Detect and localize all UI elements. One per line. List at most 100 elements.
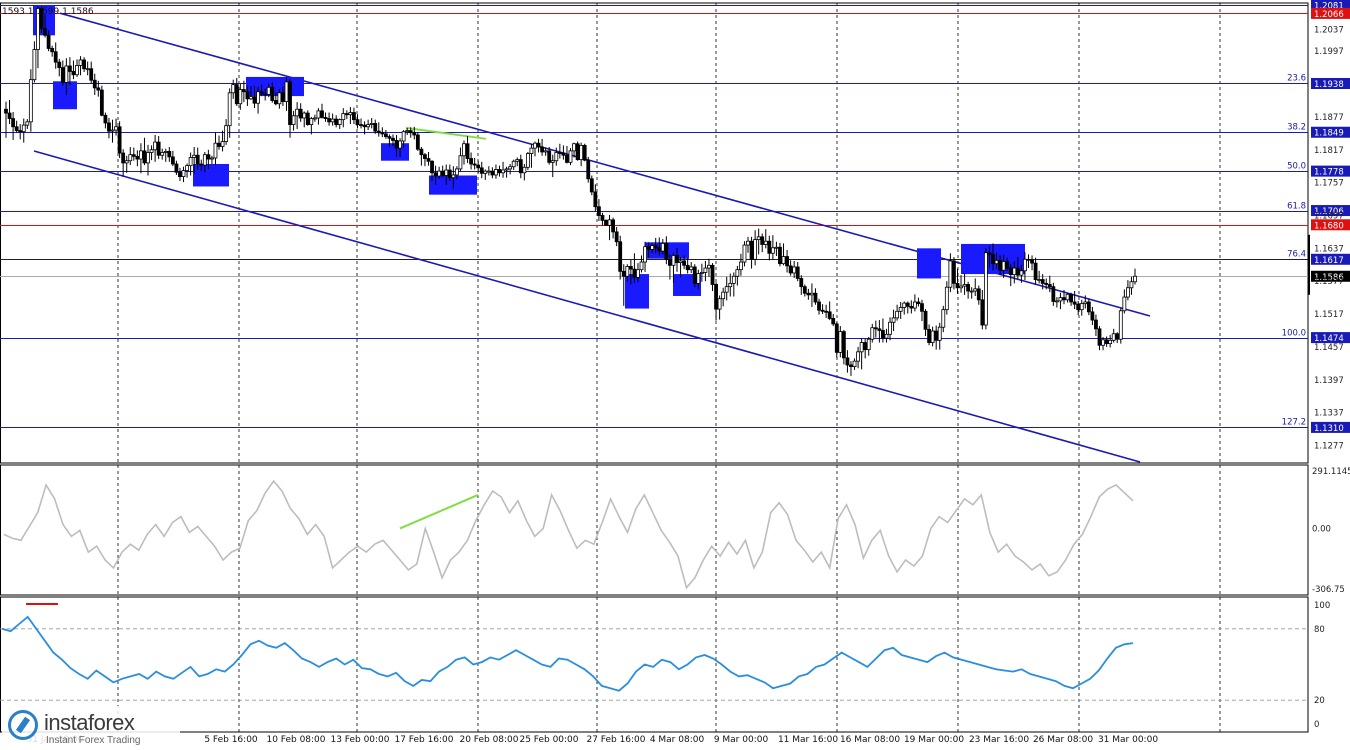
candle-body <box>533 142 537 149</box>
candle-body <box>291 115 296 125</box>
time-label: 5 Feb 16:00 <box>204 735 258 745</box>
candle-body <box>202 154 207 166</box>
candle-body <box>987 252 992 255</box>
fibo-label-100.0: 100.0 <box>1282 329 1306 339</box>
ohlc-header: 1593 1.1599 1.1586 <box>2 7 94 17</box>
candle-body <box>909 305 914 309</box>
candle-body <box>859 342 864 353</box>
panel-frame-2 <box>0 464 1309 596</box>
candle-body <box>589 178 594 193</box>
candle-body <box>199 163 204 166</box>
candle-body <box>831 318 836 325</box>
candle-body <box>369 123 374 125</box>
candle-body <box>568 150 573 163</box>
candle-body <box>731 275 736 284</box>
candle-body <box>1047 284 1052 288</box>
candle-body <box>660 243 665 252</box>
candle-body <box>930 330 935 343</box>
candle-body <box>852 360 857 368</box>
fibo-label-127.2: 127.2 <box>1282 418 1306 428</box>
candle-body <box>68 65 72 72</box>
candle-body <box>128 154 133 162</box>
candle-body <box>50 48 55 53</box>
candle-body <box>785 256 789 267</box>
candle-body <box>959 285 963 289</box>
candle-body <box>675 255 679 263</box>
level-tag-text: 1.2066 <box>1314 10 1344 20</box>
candle-body <box>490 170 495 176</box>
candle-body <box>302 112 307 119</box>
candle-body <box>1023 258 1027 272</box>
candle-body <box>1094 319 1098 330</box>
candle-body <box>657 247 662 252</box>
candle-body <box>934 330 939 341</box>
horizontal-levels: 23.6 38.2 50.0 61.8 76.4 100.0 127.2 <box>0 5 1308 428</box>
candle-body <box>341 113 346 121</box>
time-label: 23 Mar 16:00 <box>969 735 1029 745</box>
candle-body <box>415 134 420 150</box>
candle-body <box>1125 287 1130 298</box>
candle-body <box>586 159 591 180</box>
channel-lower-line <box>33 150 1141 463</box>
candle-body <box>39 8 44 30</box>
price-tick: 1.1457 <box>1314 343 1344 353</box>
time-label: 9 Mar 00:00 <box>714 735 769 745</box>
candle-body <box>895 310 900 319</box>
candle-body <box>114 126 118 131</box>
candle-body <box>639 261 644 271</box>
candle-body <box>884 333 889 339</box>
candle-body <box>469 158 473 165</box>
level-tag-1.1706 <box>1311 205 1350 217</box>
panel-frame-3 <box>0 596 1309 733</box>
candle-body <box>1108 339 1113 345</box>
price-tick: 1.1697 <box>1314 211 1344 221</box>
fibo-label-23.6: 23.6 <box>1287 74 1306 84</box>
level-tag-1.1849 <box>1311 126 1350 138</box>
candle-body <box>1104 339 1109 345</box>
candle-body <box>1065 293 1070 301</box>
candle-body <box>259 91 264 95</box>
price-tick: 1.2037 <box>1314 25 1344 35</box>
candle-body <box>334 118 339 125</box>
candle-body <box>991 253 995 265</box>
candle-body <box>529 147 534 154</box>
candle-body <box>916 301 921 305</box>
candle-body <box>192 154 197 158</box>
fibo-label-76.4: 76.4 <box>1287 250 1306 260</box>
price-tick: 1.1517 <box>1314 310 1344 320</box>
candle-body <box>1090 311 1095 321</box>
level-tag-1.1680 <box>1311 219 1350 231</box>
candle-body <box>941 309 946 328</box>
candle-body <box>948 260 953 288</box>
candle-body <box>174 163 179 173</box>
cci-tick: 291.1145 <box>1312 467 1350 477</box>
candle-body <box>856 351 860 362</box>
candle-body <box>1001 261 1006 271</box>
cci-indicator: 291.1145 0.00 -306.75 <box>3 467 1350 595</box>
candle-body <box>643 246 647 263</box>
candle-body <box>75 65 79 76</box>
candle-body <box>536 142 541 148</box>
candle-body <box>582 144 587 161</box>
candle-body <box>625 266 630 277</box>
candle-body <box>430 160 434 174</box>
time-label: 27 Feb 16:00 <box>586 735 645 745</box>
candle-body <box>163 151 168 153</box>
candle-body <box>330 118 335 123</box>
candle-body <box>462 143 466 157</box>
candle-body <box>320 110 324 118</box>
candle-body <box>256 91 260 104</box>
candle-body <box>142 150 147 164</box>
candle-body <box>263 93 268 96</box>
price-tick: 1.1637 <box>1314 244 1344 254</box>
candle-body <box>1058 297 1063 302</box>
candle-body <box>210 157 214 160</box>
candle-body <box>4 108 8 114</box>
instaforex-logo-icon <box>8 710 38 740</box>
candle-body <box>703 267 708 273</box>
candle-body <box>565 154 569 163</box>
time-label: 13 Feb 00:00 <box>330 735 389 745</box>
candle-body <box>1118 310 1123 340</box>
level-tag-1.1617 <box>1311 253 1350 265</box>
candle-body <box>11 118 16 128</box>
